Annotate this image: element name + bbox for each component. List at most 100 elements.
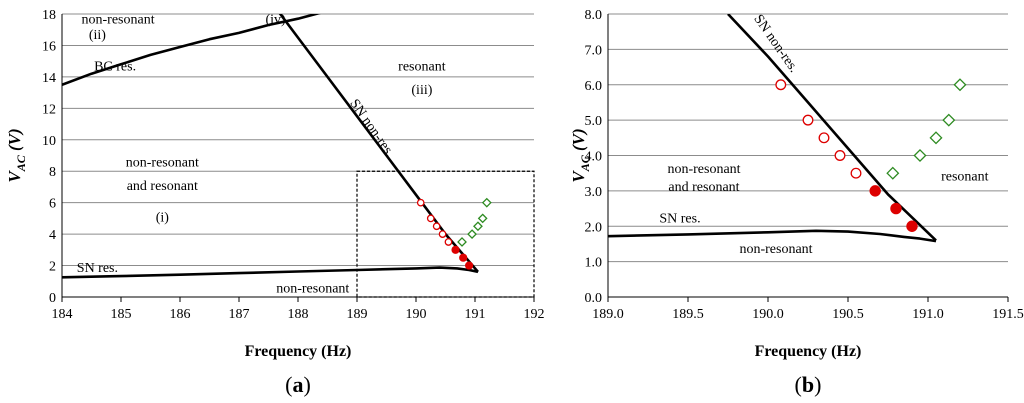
annotation: (i) [156, 211, 170, 226]
x-axis-label: Frequency (Hz) [245, 343, 352, 360]
open-circle-point [438, 230, 447, 238]
x-tick-label: 189.0 [592, 307, 624, 322]
x-tick-label: 189.5 [672, 307, 704, 322]
y-label-unit: (V) [5, 128, 24, 155]
annotation: and resonant [668, 180, 739, 195]
y-axis-label: VAC (V) [569, 128, 592, 182]
annotation: and resonant [127, 179, 198, 194]
annotation: SN res. [77, 261, 118, 276]
annotation: non-resonant [667, 162, 740, 177]
panel-label-letter: a [293, 372, 304, 397]
x-tick-label: 190.5 [832, 307, 864, 322]
y-tick-label: 8.0 [585, 8, 603, 23]
annotation: non-resonant [82, 12, 155, 27]
filled-circle-point [890, 202, 902, 215]
y-tick-label: 3.0 [585, 185, 603, 200]
y-tick-label: 8 [49, 165, 56, 180]
series-sn-non-res--line [727, 14, 937, 242]
y-tick-label: 0 [49, 291, 56, 306]
y-label-sub: AC [578, 154, 592, 172]
y-tick-label: 10 [42, 134, 56, 149]
y-tick-label: 2.0 [585, 220, 603, 235]
y-tick-label: 4.0 [585, 150, 603, 165]
y-tick-label: 5.0 [585, 114, 603, 129]
y-label-main: V [5, 170, 24, 183]
diamond-point [913, 148, 927, 163]
x-tick-label: 185 [111, 307, 132, 322]
diamond-point [929, 131, 943, 145]
open-circle-point [416, 198, 425, 207]
y-label-sub: AC [14, 154, 28, 172]
y-tick-label: 6.0 [585, 79, 603, 94]
series-sn-res--line [608, 229, 937, 243]
x-tick-label: 191.0 [912, 307, 944, 322]
series-bc-res--line [62, 14, 321, 87]
y-tick-label: 12 [42, 102, 56, 117]
open-circle-point [432, 222, 441, 231]
x-tick-label: 184 [52, 307, 73, 322]
annotation: non-resonant [126, 156, 199, 171]
open-circle-point [834, 150, 846, 161]
diamond-point [473, 221, 483, 232]
y-tick-label: 7.0 [585, 43, 603, 58]
filled-circle-point [906, 220, 918, 232]
x-tick-label: 190.0 [752, 307, 784, 322]
open-circle-point [802, 114, 814, 126]
annotation: non-resonant [276, 281, 349, 296]
panel-label: (a) [285, 372, 311, 397]
chart-panel-a: 0 2 4 6 8 10 12 14 16 18 184 185 186 187 188 189 190 191 1… [5, 8, 545, 397]
open-circle-point [818, 132, 830, 144]
x-tick-label: 187 [229, 307, 250, 322]
diamond-point [953, 78, 967, 92]
open-circle-point [426, 214, 435, 223]
diamond-point [467, 229, 477, 240]
open-circle-point [444, 238, 453, 246]
x-tick-label: 191 [465, 307, 486, 322]
panel-label-paren: ) [814, 372, 821, 397]
panel-label-paren: ( [795, 372, 802, 397]
y-tick-label: 18 [42, 8, 56, 23]
panel-label-letter: b [802, 372, 814, 397]
y-tick-label: 4 [49, 228, 56, 243]
x-tick-label: 188 [288, 307, 309, 322]
open-circle-point [850, 167, 862, 179]
y-tick-label: 6 [49, 197, 56, 212]
panel-label-paren: ( [285, 372, 292, 397]
y-label-main: V [569, 170, 588, 183]
x-axis-label: Frequency (Hz) [755, 343, 862, 360]
filled-circle-point [869, 185, 881, 197]
x-tick-label: 191.5 [992, 307, 1024, 322]
annotation: resonant [941, 169, 989, 184]
annotation: BC res. [94, 60, 136, 75]
x-tick-label: 192 [524, 307, 545, 322]
y-tick-label: 14 [42, 71, 56, 86]
y-tick-label: 16 [42, 39, 56, 54]
y-label-unit: (V) [569, 128, 588, 155]
filled-circle-point [459, 253, 468, 262]
y-axis-label: VAC (V) [5, 128, 28, 182]
series-sn-non-res--line [278, 14, 479, 273]
diamond-point [886, 166, 900, 180]
chart-panel-b: 0.0 1.0 2.0 3.0 4.0 5.0 6.0 7.0 8.0 189.0 189.5 190… [569, 8, 1024, 397]
diamond-point [477, 213, 488, 224]
y-tick-label: 1.0 [585, 256, 603, 271]
annotation: non-resonant [739, 242, 812, 257]
annotation: (ii) [89, 28, 106, 43]
diamond-point [481, 197, 492, 208]
diamond-point [942, 113, 956, 127]
annotation: (iv) [265, 12, 286, 27]
y-tick-label: 0.0 [585, 291, 603, 306]
panel-label-paren: ) [304, 372, 311, 397]
panel-label: (b) [795, 372, 822, 397]
x-tick-label: 190 [406, 307, 427, 322]
zoom-box [356, 170, 535, 298]
annotation: resonant [398, 60, 446, 75]
x-tick-label: 189 [347, 307, 368, 322]
x-tick-label: 186 [170, 307, 191, 322]
y-tick-label: 2 [49, 260, 56, 275]
annotation: (iii) [411, 83, 432, 98]
filled-circle-point [451, 245, 460, 254]
series-sn-res--line [62, 266, 479, 279]
filled-circle-point [465, 261, 474, 270]
